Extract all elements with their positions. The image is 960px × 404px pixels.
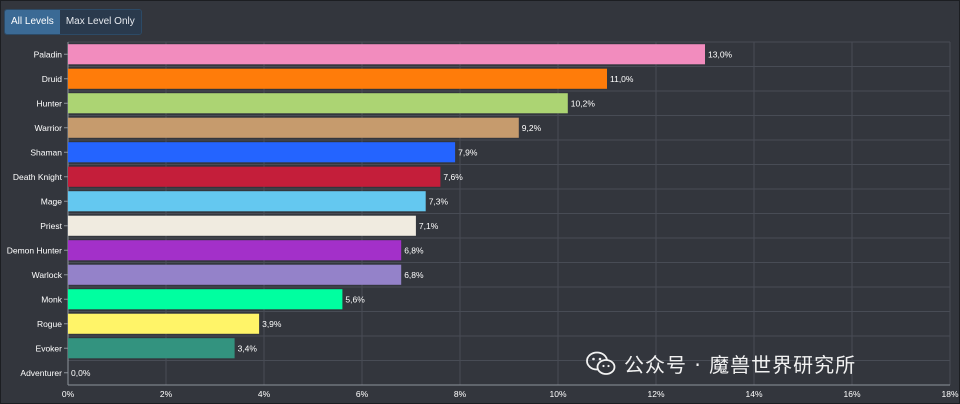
bar-value-label: 10,2% xyxy=(571,98,596,108)
bar xyxy=(68,142,456,163)
bar-value-label: 3,9% xyxy=(262,319,282,329)
x-tick-label: 6% xyxy=(356,389,369,399)
category-label: Evoker xyxy=(36,343,63,353)
category-label: Hunter xyxy=(36,98,62,108)
bar-value-label: 6,8% xyxy=(404,270,424,280)
level-filter-toggle: All Levels Max Level Only xyxy=(4,9,142,35)
bar-value-label: 3,4% xyxy=(238,343,258,353)
category-label: Warlock xyxy=(32,270,63,280)
watermark: 公众号 · 魔兽世界研究所 xyxy=(586,349,856,378)
bar-value-label: 7,1% xyxy=(419,221,439,231)
bar xyxy=(68,215,416,236)
x-tick-label: 0% xyxy=(62,389,75,399)
bar-value-label: 7,9% xyxy=(458,147,478,157)
bar xyxy=(68,289,343,310)
bar xyxy=(68,240,402,261)
x-tick-label: 4% xyxy=(258,389,271,399)
bar-value-label: 9,2% xyxy=(522,123,542,133)
bar-value-label: 13,0% xyxy=(708,49,733,59)
wechat-icon xyxy=(586,351,616,375)
category-label: Priest xyxy=(40,221,62,231)
x-tick-label: 8% xyxy=(454,389,467,399)
bar xyxy=(68,264,402,285)
bar xyxy=(68,117,519,138)
category-label: Death Knight xyxy=(13,172,63,182)
x-tick-label: 2% xyxy=(160,389,173,399)
category-label: Mage xyxy=(41,196,63,206)
bar xyxy=(68,93,568,114)
bar-value-label: 11,0% xyxy=(610,74,634,84)
bar-value-label: 7,3% xyxy=(429,196,449,206)
bar-value-label: 5,6% xyxy=(345,294,365,304)
bar xyxy=(68,191,426,212)
category-label: Shaman xyxy=(30,147,62,157)
x-tick-label: 16% xyxy=(843,389,860,399)
category-label: Druid xyxy=(42,74,63,84)
category-label: Adventurer xyxy=(20,368,62,378)
category-label: Monk xyxy=(41,294,63,304)
bar xyxy=(68,44,705,65)
category-label: Demon Hunter xyxy=(7,245,62,255)
bar xyxy=(68,338,235,359)
bar xyxy=(68,166,441,187)
bar xyxy=(68,68,607,89)
category-label: Rogue xyxy=(37,319,62,329)
watermark-text: 公众号 · 魔兽世界研究所 xyxy=(624,353,857,377)
category-label: Paladin xyxy=(34,49,63,59)
bar-value-label: 0,0% xyxy=(71,368,91,378)
x-tick-label: 18% xyxy=(941,389,958,399)
max-level-only-button[interactable]: Max Level Only xyxy=(59,10,141,34)
x-tick-label: 14% xyxy=(745,389,762,399)
x-tick-label: 12% xyxy=(647,389,664,399)
bar xyxy=(68,313,260,334)
category-label: Warrior xyxy=(34,123,62,133)
bar-value-label: 7,6% xyxy=(443,172,463,182)
all-levels-button[interactable]: All Levels xyxy=(5,10,60,34)
bar-value-label: 6,8% xyxy=(404,245,424,255)
x-tick-label: 10% xyxy=(549,389,566,399)
